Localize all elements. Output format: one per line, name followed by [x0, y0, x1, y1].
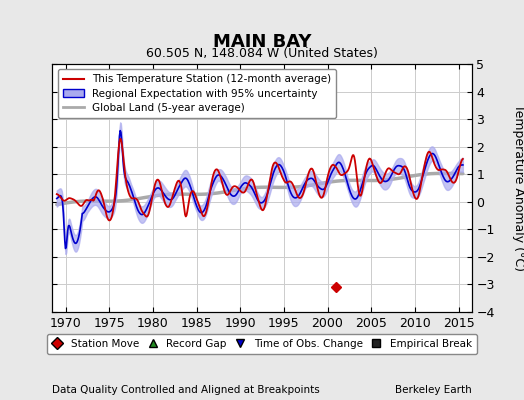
Text: 60.505 N, 148.084 W (United States): 60.505 N, 148.084 W (United States): [146, 48, 378, 60]
Text: MAIN BAY: MAIN BAY: [213, 33, 311, 51]
Legend: This Temperature Station (12-month average), Regional Expectation with 95% uncer: This Temperature Station (12-month avera…: [58, 69, 336, 118]
Text: Data Quality Controlled and Aligned at Breakpoints: Data Quality Controlled and Aligned at B…: [52, 385, 320, 395]
Y-axis label: Temperature Anomaly (°C): Temperature Anomaly (°C): [511, 104, 524, 272]
Legend: Station Move, Record Gap, Time of Obs. Change, Empirical Break: Station Move, Record Gap, Time of Obs. C…: [47, 334, 477, 354]
Text: Berkeley Earth: Berkeley Earth: [395, 385, 472, 395]
